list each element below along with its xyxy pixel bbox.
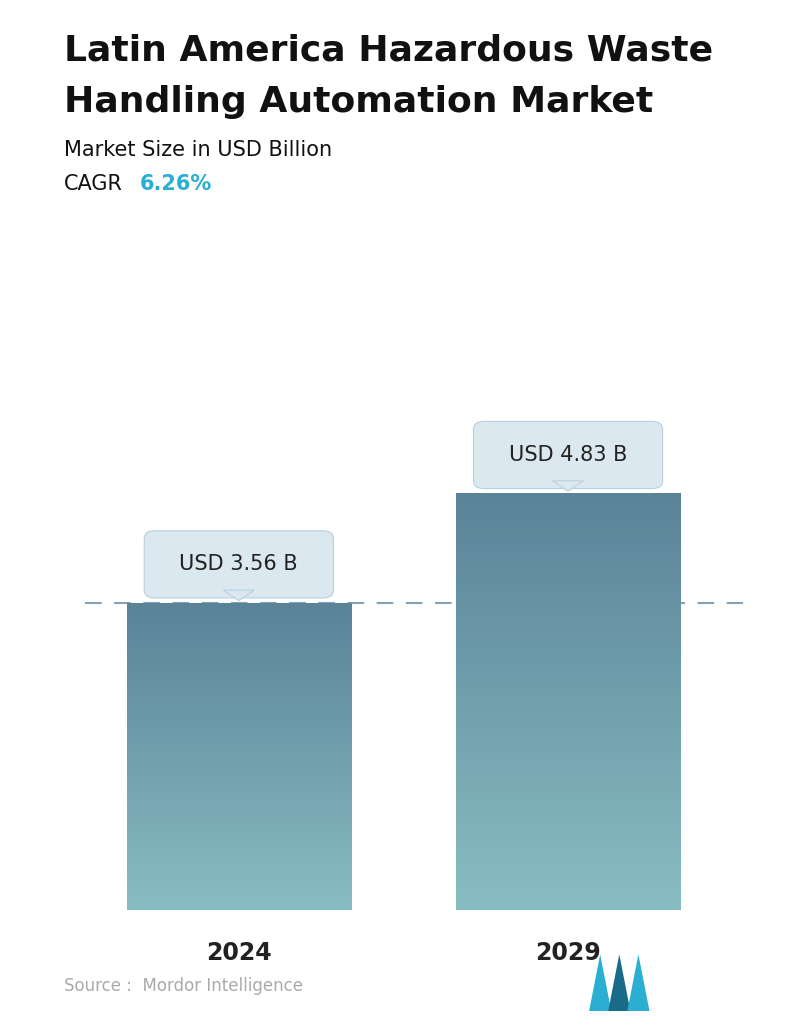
Text: Market Size in USD Billion: Market Size in USD Billion bbox=[64, 141, 332, 160]
Text: USD 3.56 B: USD 3.56 B bbox=[179, 554, 298, 575]
Text: CAGR: CAGR bbox=[64, 175, 123, 194]
Text: Handling Automation Market: Handling Automation Market bbox=[64, 85, 653, 119]
Polygon shape bbox=[552, 481, 583, 491]
Text: 6.26%: 6.26% bbox=[139, 175, 212, 194]
Text: USD 4.83 B: USD 4.83 B bbox=[509, 445, 627, 465]
Text: Latin America Hazardous Waste: Latin America Hazardous Waste bbox=[64, 33, 712, 67]
Polygon shape bbox=[589, 954, 611, 1011]
Text: 2024: 2024 bbox=[206, 941, 271, 965]
Polygon shape bbox=[224, 590, 254, 601]
Polygon shape bbox=[608, 954, 630, 1011]
Polygon shape bbox=[627, 954, 650, 1011]
Text: 2029: 2029 bbox=[535, 941, 601, 965]
FancyBboxPatch shape bbox=[144, 530, 334, 598]
FancyBboxPatch shape bbox=[474, 421, 662, 488]
Text: Source :  Mordor Intelligence: Source : Mordor Intelligence bbox=[64, 977, 302, 995]
